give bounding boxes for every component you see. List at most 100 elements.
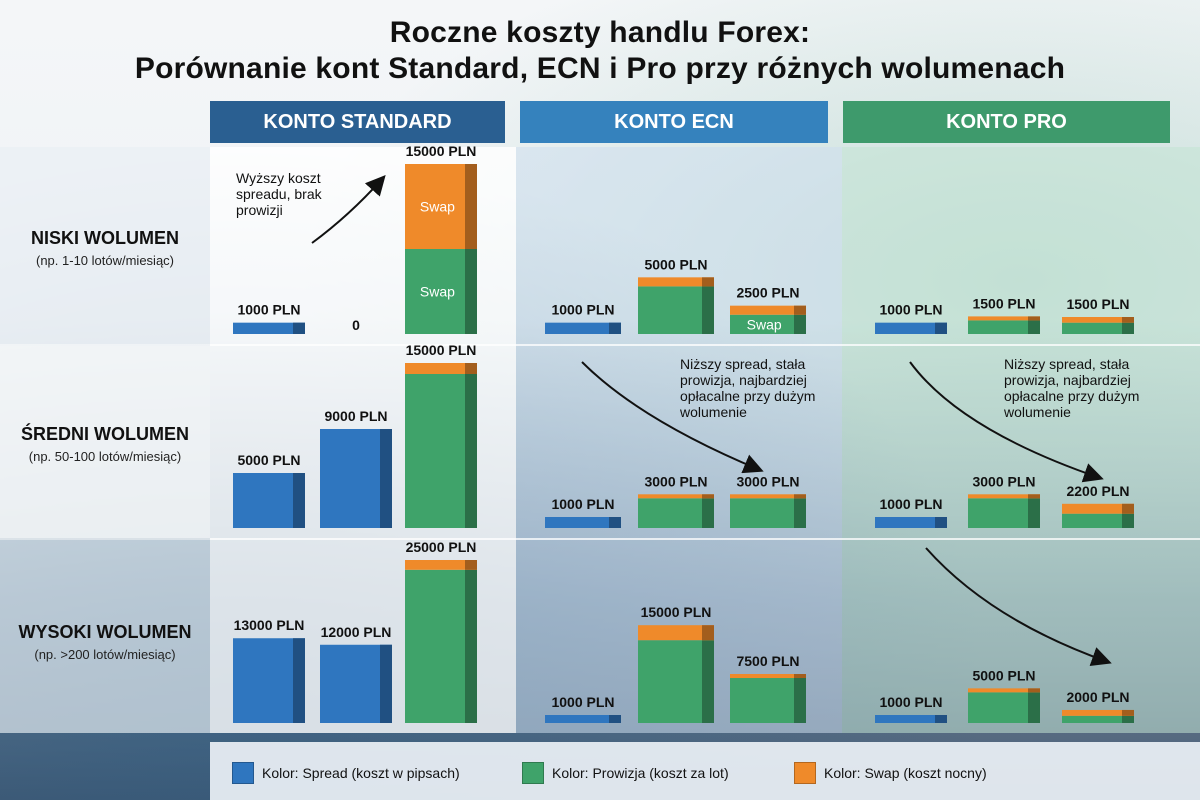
bar-value-label: 15000 PLN: [406, 342, 477, 358]
panel-pro: [842, 147, 1200, 733]
bar-value-label: 5000 PLN: [972, 667, 1035, 683]
row-subtitle: (np. >200 lotów/miesiąc): [34, 647, 176, 662]
bar-value-label: 5000 PLN: [644, 256, 707, 272]
legend-label: Kolor: Swap (koszt nocny): [824, 765, 987, 781]
legend-swatch-swap: [794, 762, 816, 784]
bar-value-label: 1000 PLN: [879, 302, 942, 318]
bar-segment-spread: [233, 322, 305, 334]
bar-segment-swap: [1062, 317, 1134, 323]
segment-label: Swap: [747, 316, 782, 332]
bar-segment-spread: [233, 638, 305, 723]
bar-value-label: 1000 PLN: [551, 302, 614, 318]
bar-segment-swap: [730, 674, 806, 679]
bar-segment-commission: [730, 498, 806, 528]
bar-segment-spread: [875, 322, 947, 334]
legend: Kolor: Spread (koszt w pipsach) Kolor: P…: [210, 742, 1200, 800]
row-band-mid: [0, 346, 210, 538]
bar-segment-commission: [1062, 513, 1134, 528]
bar-segment-commission: [638, 640, 714, 723]
bar-segment-swap: [1062, 709, 1134, 716]
bar-segment-commission: [1062, 715, 1134, 723]
bar-segment-swap: [968, 316, 1040, 321]
annotation-pro-mid: Niższy spread, stała prowizja, najbardzi…: [1004, 356, 1140, 420]
bar-value-label: 1500 PLN: [972, 295, 1035, 311]
bar-value-label: 0: [352, 317, 360, 333]
bar-segment-swap: [730, 305, 806, 315]
segment-label: Swap: [420, 284, 455, 300]
bar-value-label: 15000 PLN: [406, 143, 477, 159]
legend-label: Kolor: Prowizja (koszt za lot): [552, 765, 729, 781]
bar-value-label: 2500 PLN: [736, 285, 799, 301]
row-label-low: NISKI WOLUMEN (np. 1-10 lotów/miesiąc): [0, 228, 210, 268]
bar-value-label: 1500 PLN: [1066, 296, 1129, 312]
row-title: ŚREDNI WOLUMEN: [21, 424, 189, 444]
bar-segment-swap: [405, 560, 477, 570]
bar-segment-swap: [638, 494, 714, 499]
bar-segment-spread: [875, 517, 947, 528]
annotation-arrow: [909, 361, 1104, 483]
bar-value-label: 1000 PLN: [879, 694, 942, 710]
bar-value-label: 13000 PLN: [234, 617, 305, 633]
row-title: WYSOKI WOLUMEN: [18, 622, 192, 642]
bar-value-label: 25000 PLN: [406, 539, 477, 555]
legend-label: Kolor: Spread (koszt w pipsach): [262, 765, 460, 781]
bar-value-label: 1000 PLN: [551, 694, 614, 710]
chart-title-line-1: Roczne koszty handlu Forex:: [389, 16, 811, 49]
bar-segment-commission: [638, 498, 714, 528]
bar-value-label: 3000 PLN: [644, 473, 707, 489]
bar-segment-commission: [968, 498, 1040, 528]
bar-value-label: 5000 PLN: [237, 452, 300, 468]
row-divider: [0, 344, 1200, 346]
bar-value-label: 12000 PLN: [321, 624, 392, 640]
legend-swatch-spread: [232, 762, 254, 784]
annotation-arrow: [311, 175, 386, 244]
bar-segment-spread: [545, 322, 621, 334]
bar-value-label: 3000 PLN: [972, 473, 1035, 489]
bar-segment-swap: [638, 277, 714, 287]
bar-value-label: 3000 PLN: [736, 473, 799, 489]
bar-segment-swap: [405, 363, 477, 374]
bar-segment-commission: [968, 692, 1040, 723]
bar-value-label: 1000 PLN: [237, 302, 300, 318]
bar-value-label: 2200 PLN: [1066, 483, 1129, 499]
header-konto-pro: KONTO PRO: [843, 101, 1170, 143]
row-subtitle: (np. 1-10 lotów/miesiąc): [36, 253, 174, 268]
bar-segment-swap: [968, 494, 1040, 499]
bar-segment-commission: [968, 320, 1040, 334]
row-divider: [0, 538, 1200, 540]
bar-segment-commission: [405, 374, 477, 528]
bar-segment-commission: [730, 678, 806, 723]
bar-value-label: 1000 PLN: [551, 496, 614, 512]
annotation-ecn-mid: Niższy spread, stała prowizja, najbardzi…: [680, 356, 816, 420]
bar-segment-swap: [730, 494, 806, 499]
bar-segment-swap: [968, 688, 1040, 693]
bar-segment-spread: [320, 644, 392, 723]
bar-value-label: 1000 PLN: [879, 496, 942, 512]
bar-value-label: 7500 PLN: [736, 653, 799, 669]
chart-title-line-2: Porównanie kont Standard, ECN i Pro przy…: [134, 52, 1066, 85]
legend-item-spread: Kolor: Spread (koszt w pipsach): [232, 762, 460, 784]
row-band-low: [0, 147, 210, 344]
bar-segment-swap: [638, 625, 714, 641]
bar-value-label: 15000 PLN: [641, 604, 712, 620]
bar-segment-spread: [875, 715, 947, 723]
bar-segment-commission: [405, 249, 477, 334]
bar-segment-spread: [545, 517, 621, 528]
annotation-standard-low: Wyższy koszt spreadu, brak prowizji: [236, 170, 322, 218]
row-label-mid: ŚREDNI WOLUMEN (np. 50-100 lotów/miesiąc…: [0, 424, 210, 464]
legend-swatch-commission: [522, 762, 544, 784]
bar-segment-swap: [1062, 503, 1134, 514]
row-title: NISKI WOLUMEN: [31, 228, 179, 248]
bar-segment-commission: [638, 286, 714, 334]
row-label-high: WYSOKI WOLUMEN (np. >200 lotów/miesiąc): [0, 622, 210, 662]
segment-label: Swap: [420, 199, 455, 215]
bar-segment-commission: [1062, 322, 1134, 334]
row-subtitle: (np. 50-100 lotów/miesiąc): [28, 449, 182, 464]
bar-segment-swap: [405, 164, 477, 249]
bar-value-label: 2000 PLN: [1066, 689, 1129, 705]
header-konto-standard: KONTO STANDARD: [210, 101, 505, 143]
bar-segment-spread: [233, 473, 305, 528]
annotation-arrow: [925, 547, 1112, 667]
bar-value-label: 9000 PLN: [324, 408, 387, 424]
